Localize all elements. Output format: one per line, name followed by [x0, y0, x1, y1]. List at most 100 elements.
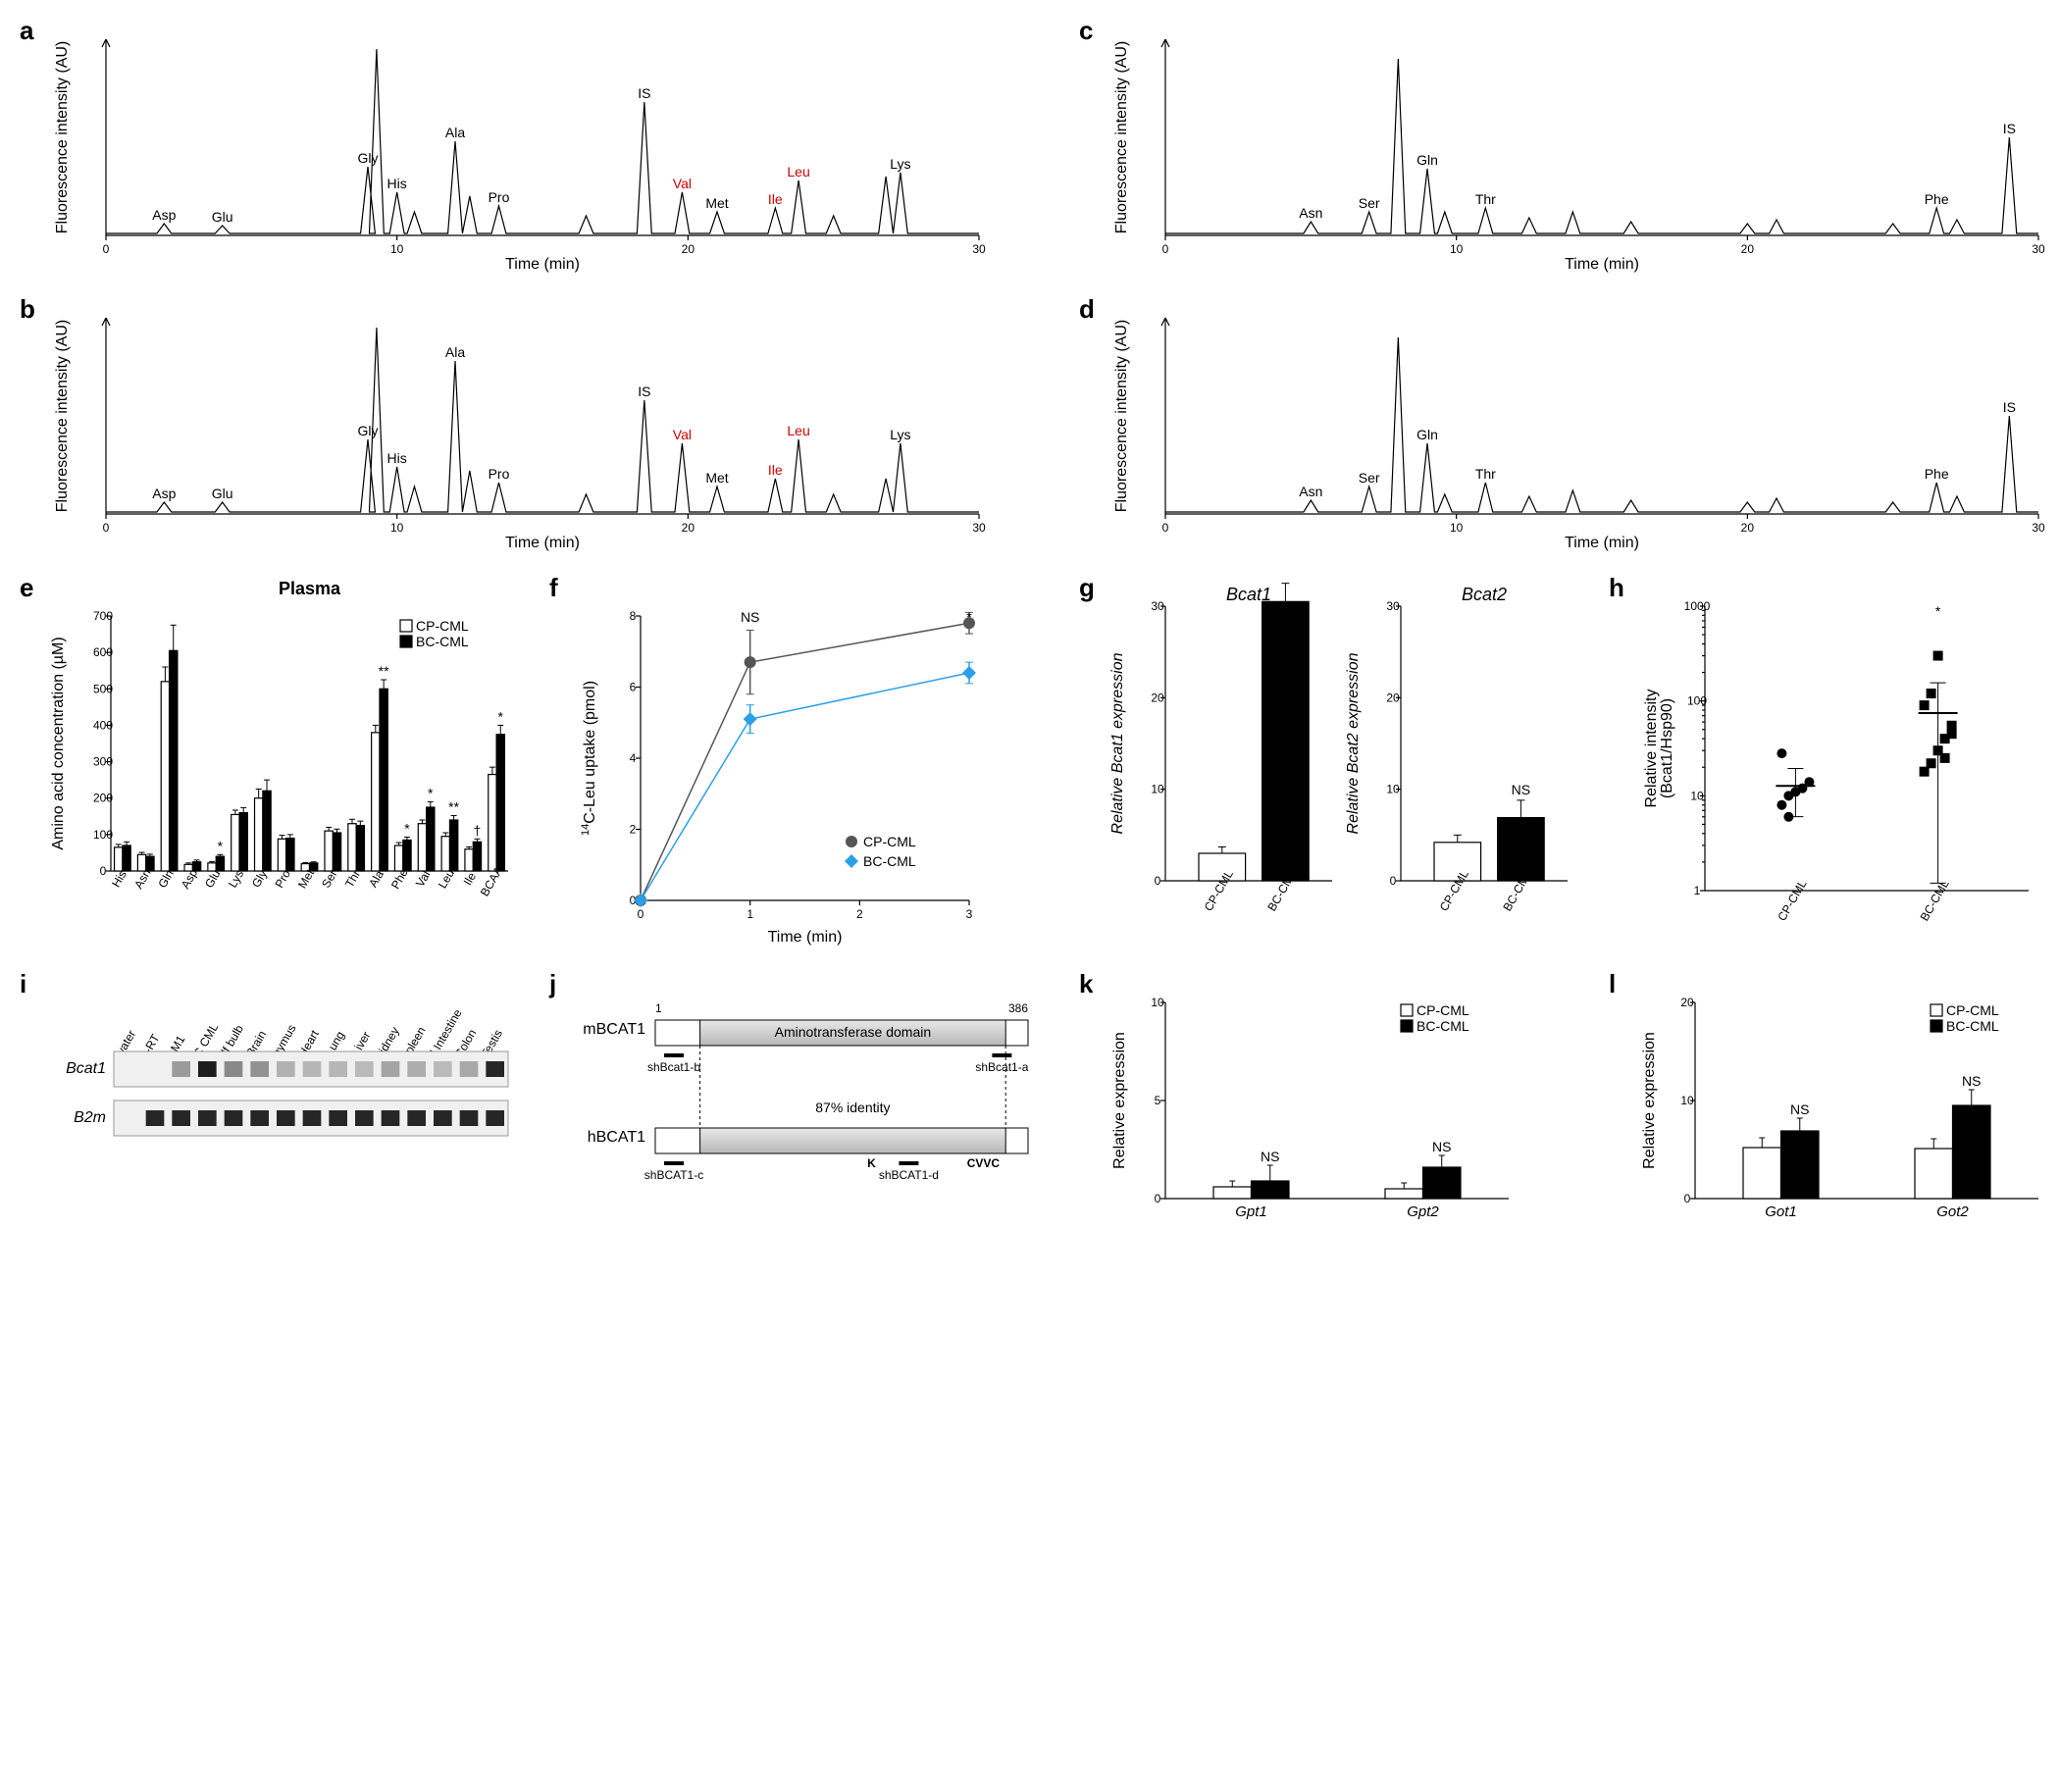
svg-text:10: 10	[1151, 996, 1164, 1009]
svg-text:0: 0	[103, 521, 110, 535]
svg-text:10: 10	[1386, 783, 1400, 796]
panel-label-h: h	[1609, 573, 1624, 603]
panel-label-b: b	[20, 294, 35, 325]
svg-text:Plasma: Plasma	[279, 579, 341, 598]
svg-text:Ala: Ala	[445, 125, 465, 140]
panel-k: k 0510Relative expressionCP-CMLBC-CMLNSG…	[1079, 973, 1577, 1248]
svg-text:IS: IS	[638, 85, 650, 101]
svg-text:Gly: Gly	[358, 150, 379, 166]
svg-text:Fluorescence intensity (AU): Fluorescence intensity (AU)	[1113, 320, 1130, 513]
panel-d: d 0102030Time (min)Fluorescence intensit…	[1079, 298, 2048, 553]
panel-h: h 1101001000Relative intensity(Bcat1/Hsp…	[1609, 577, 2048, 949]
svg-text:Glu: Glu	[212, 486, 233, 501]
svg-text:5: 5	[1155, 1094, 1161, 1107]
svg-text:Asn: Asn	[1299, 484, 1322, 499]
svg-text:CP-CML: CP-CML	[1946, 1002, 1999, 1018]
panel-label-i: i	[20, 969, 26, 999]
svg-text:BC-CML: BC-CML	[1416, 1018, 1469, 1034]
svg-text:Asp: Asp	[152, 207, 176, 223]
svg-text:3: 3	[966, 907, 973, 921]
svg-text:2: 2	[630, 823, 637, 837]
svg-text:Leu: Leu	[787, 164, 809, 179]
panel-label-f: f	[549, 573, 558, 603]
svg-text:14C-Leu uptake (pmol): 14C-Leu uptake (pmol)	[580, 681, 598, 836]
panel-label-e: e	[20, 573, 33, 603]
svg-text:CP-CML: CP-CML	[416, 618, 469, 634]
svg-text:1: 1	[747, 907, 753, 921]
svg-text:Ile: Ile	[768, 462, 783, 478]
svg-text:Relative Bcat2 expression: Relative Bcat2 expression	[1345, 652, 1362, 834]
svg-text:500: 500	[93, 682, 113, 695]
svg-text:**: **	[379, 663, 389, 679]
svg-text:*: *	[404, 820, 410, 836]
svg-text:mBCAT1: mBCAT1	[583, 1021, 645, 1038]
svg-text:0: 0	[1155, 874, 1161, 888]
svg-text:Aminotransferase domain: Aminotransferase domain	[775, 1024, 932, 1040]
panel-f: f 024680123Time (min)14C-Leu uptake (pmo…	[549, 577, 1048, 949]
svg-text:Relative Bcat1 expression: Relative Bcat1 expression	[1109, 652, 1126, 834]
svg-text:20: 20	[1741, 242, 1755, 256]
svg-text:IS: IS	[638, 384, 650, 399]
svg-text:K: K	[867, 1156, 876, 1170]
panel-label-k: k	[1079, 969, 1093, 999]
panel-i: i water-RTM1BC CMLOlf bulbBrainThymusHea…	[20, 973, 518, 1248]
svg-text:B2m: B2m	[74, 1109, 106, 1126]
panel-label-g: g	[1079, 573, 1095, 603]
svg-text:*: *	[498, 708, 504, 724]
panel-b: b 0102030Time (min)Fluorescence intensit…	[20, 298, 1048, 553]
panel-label-d: d	[1079, 294, 1095, 325]
svg-text:100: 100	[1687, 694, 1707, 708]
svg-text:***: ***	[1277, 577, 1294, 581]
svg-text:0: 0	[1162, 242, 1169, 256]
svg-text:IS: IS	[2003, 121, 2016, 136]
panel-a: a 0102030Time (min)Fluorescence intensit…	[20, 20, 1048, 275]
panel-label-j: j	[549, 969, 556, 999]
svg-text:Time (min): Time (min)	[505, 256, 580, 273]
svg-text:shBCAT1-d: shBCAT1-d	[879, 1168, 939, 1182]
svg-text:His: His	[387, 450, 407, 466]
svg-text:Phe: Phe	[1925, 466, 1949, 482]
svg-text:30: 30	[1151, 599, 1164, 613]
svg-text:600: 600	[93, 645, 113, 659]
svg-text:NS: NS	[1962, 1073, 1981, 1089]
svg-text:Glu: Glu	[212, 209, 233, 225]
svg-text:4: 4	[630, 751, 637, 765]
svg-text:20: 20	[1741, 521, 1755, 535]
svg-text:Gln: Gln	[1416, 152, 1438, 168]
svg-text:*: *	[428, 785, 434, 800]
svg-text:Gpt1: Gpt1	[1235, 1203, 1267, 1220]
svg-text:10: 10	[390, 242, 404, 256]
svg-text:30: 30	[1386, 599, 1400, 613]
svg-text:10: 10	[1690, 789, 1704, 802]
panel-c: c 0102030Time (min)Fluorescence intensit…	[1079, 20, 2048, 275]
svg-text:1: 1	[655, 1001, 662, 1015]
svg-text:Time (min): Time (min)	[505, 535, 580, 551]
svg-text:Met: Met	[705, 195, 728, 211]
svg-text:Ile: Ile	[461, 870, 480, 888]
svg-text:30: 30	[972, 242, 986, 256]
svg-text:0: 0	[1162, 521, 1169, 535]
svg-text:700: 700	[93, 609, 113, 623]
svg-text:Phe: Phe	[1925, 191, 1949, 207]
svg-text:CVVC: CVVC	[967, 1156, 1001, 1170]
svg-text:Pro: Pro	[489, 466, 510, 482]
svg-text:Ala: Ala	[445, 344, 465, 360]
svg-text:BC-CML: BC-CML	[416, 634, 469, 649]
svg-text:Bcat2: Bcat2	[1462, 585, 1507, 604]
svg-text:20: 20	[682, 521, 695, 535]
svg-text:300: 300	[93, 755, 113, 769]
svg-text:20: 20	[1151, 691, 1164, 704]
svg-text:hBCAT1: hBCAT1	[588, 1129, 645, 1146]
panel-e: e 0100200300400500600700Amino acid conce…	[20, 577, 518, 949]
svg-text:10: 10	[1680, 1094, 1694, 1107]
svg-text:BC-CML: BC-CML	[1918, 877, 1952, 923]
svg-text:10: 10	[1151, 783, 1164, 796]
svg-text:0: 0	[1684, 1192, 1691, 1205]
svg-text:†: †	[474, 822, 482, 838]
svg-text:30: 30	[2032, 521, 2045, 535]
svg-text:Relative intensity(Bcat1/Hsp90: Relative intensity(Bcat1/Hsp90)	[1643, 690, 1675, 808]
svg-text:NS: NS	[1512, 782, 1530, 797]
svg-text:0: 0	[638, 907, 644, 921]
svg-text:Asn: Asn	[1299, 205, 1322, 221]
svg-text:20: 20	[1386, 691, 1400, 704]
